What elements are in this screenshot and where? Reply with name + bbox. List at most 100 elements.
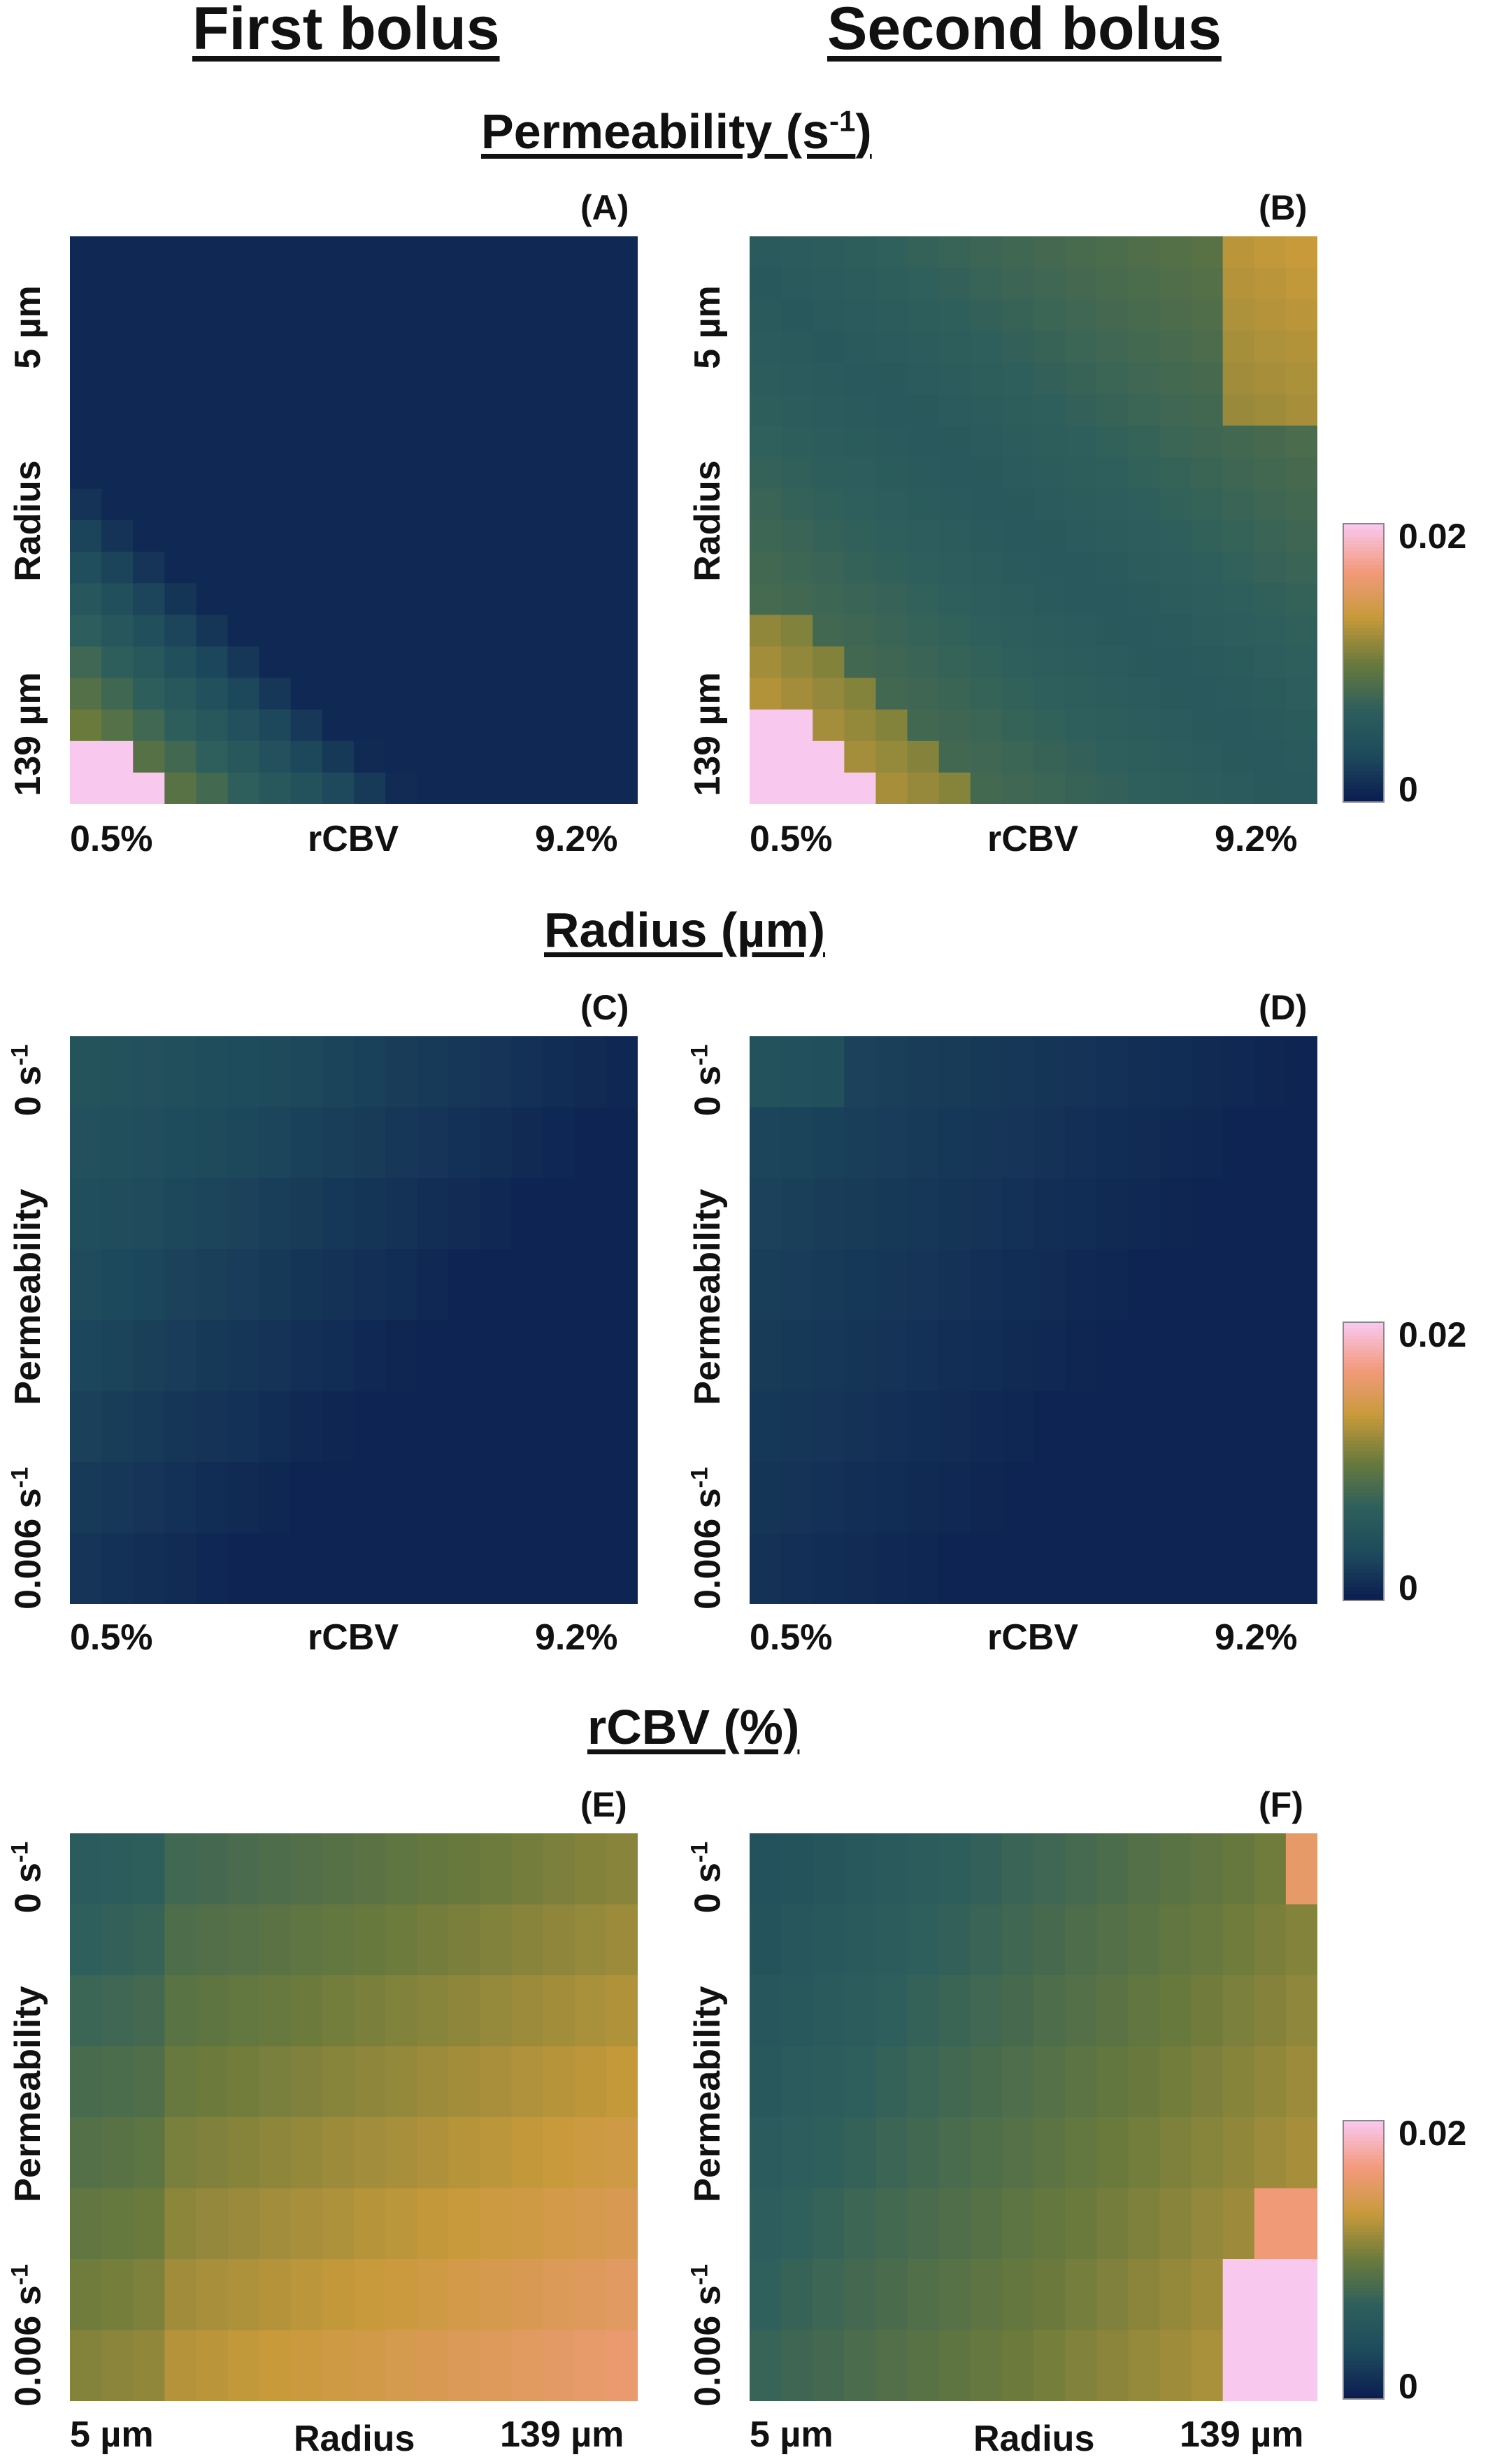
heatmap-cell [1128,2188,1161,2260]
heatmap-cell [574,1462,607,1534]
heatmap-cell [606,2330,638,2401]
heatmap-cell [480,552,513,584]
heatmap-cell [1159,678,1192,710]
heatmap-cell [543,2330,575,2401]
colorbar-segment [1343,2389,1385,2393]
heatmap-cell [1222,457,1255,489]
heatmap-cell [1191,1975,1224,2047]
heatmap-cell [543,1833,575,1905]
heatmap-cell [606,331,638,364]
colorbar-segment [1343,2155,1385,2159]
colorbar-segment [1343,799,1385,803]
heatmap-cell [1033,1833,1066,1905]
heatmap-cell [543,520,575,552]
heatmap-cell [164,1320,197,1392]
colorbar-segment [1343,1356,1385,1361]
heatmap-cell [259,1391,292,1463]
colorbar-segment [1343,2323,1385,2327]
heatmap-cell [875,1533,908,1604]
heatmap-cell [1191,2117,1224,2189]
heatmap-cell [1222,740,1255,773]
heatmap-cell [1222,299,1255,331]
heatmap-cell [290,1391,323,1463]
heatmap-cell [543,488,575,521]
heatmap-cell [1096,740,1129,773]
heatmap-cell [1033,709,1066,742]
heatmap-cell [101,1178,134,1250]
colorbar-segment [1343,2200,1385,2205]
heatmap-cell [606,2188,638,2260]
heatmap-cell [574,362,607,395]
heatmap-cell [1285,646,1317,679]
colorbar-segment [1343,743,1385,747]
colorbar-segment [1343,1594,1385,1598]
heatmap-cell [417,457,449,489]
heatmap-cell [844,1533,877,1604]
panel-label-c: (C) [580,988,629,1027]
heatmap-cell [385,1320,417,1392]
heatmap-cell [322,299,355,331]
heatmap-cell [480,2259,513,2331]
heatmap-cell [1128,2259,1161,2331]
heatmap-cell [1159,1107,1192,1179]
heatmap-cell [227,583,260,615]
heatmap-cell [480,1107,513,1179]
heatmap-cell [574,299,607,331]
heatmap-cell [259,1833,292,1905]
heatmap-cell [417,488,449,521]
colorbar-segment [1343,1335,1385,1340]
heatmap-cell [385,2188,417,2260]
heatmap-cell [1065,646,1097,679]
panel-label-a: (A) [580,188,629,227]
heatmap-cell [322,2188,355,2260]
heatmap-cell [290,425,323,458]
heatmap-cell [1191,457,1224,489]
colorbar-segment [1343,1321,1385,1326]
heatmap-cell [1001,583,1034,615]
colorbar-segment [1343,558,1385,562]
heatmap-cell [574,2046,607,2118]
xtick-a-min: 0.5% [70,819,153,859]
heatmap-cell [259,299,292,331]
colorbar-segment [1343,1370,1385,1375]
heatmap-cell [101,2188,134,2260]
heatmap-cell [227,488,260,521]
heatmap-cell [1254,1833,1287,1905]
heatmap-cell [1222,1833,1255,1905]
heatmap-cell [750,552,782,584]
heatmap-cell [1191,1320,1224,1392]
heatmap-cell [70,2117,102,2189]
heatmap-cell [227,1391,260,1463]
heatmap-cell [1065,1107,1097,1179]
heatmap-cell [385,1391,417,1463]
colorbar-segment [1343,2368,1385,2372]
heatmap-cell [354,457,386,489]
heatmap-cell [1128,1320,1161,1392]
heatmap-cell [417,1391,449,1463]
heatmap-cell [290,299,323,331]
heatmap-cell [101,1249,134,1321]
heatmap-cell [1159,520,1192,552]
heatmap-cell [907,552,940,584]
colorbar-segment [1343,1325,1385,1329]
heatmap-cell [1128,425,1161,458]
heatmap-cell [750,299,782,331]
heatmap-cell [1222,615,1255,647]
heatmap-cell [1222,678,1255,710]
heatmap-cell [1065,552,1097,584]
heatmap-cell [1159,1391,1192,1463]
colorbar-segment [1343,1447,1385,1452]
heatmap-cell [290,236,323,268]
heatmap-cell [1128,552,1161,584]
heatmap-cell [750,1904,782,1976]
heatmap-cell [290,1107,323,1179]
heatmap-cell [1222,709,1255,742]
heatmap-cell [574,331,607,364]
heatmap-cell [574,457,607,489]
colorbar-segment [1343,2375,1385,2379]
colorbar-segment [1343,1440,1385,1445]
heatmap-cell [227,362,260,395]
heatmap-cell [227,1975,260,2047]
colorbar-segment [1343,1528,1385,1532]
heatmap-cell [290,2330,323,2401]
